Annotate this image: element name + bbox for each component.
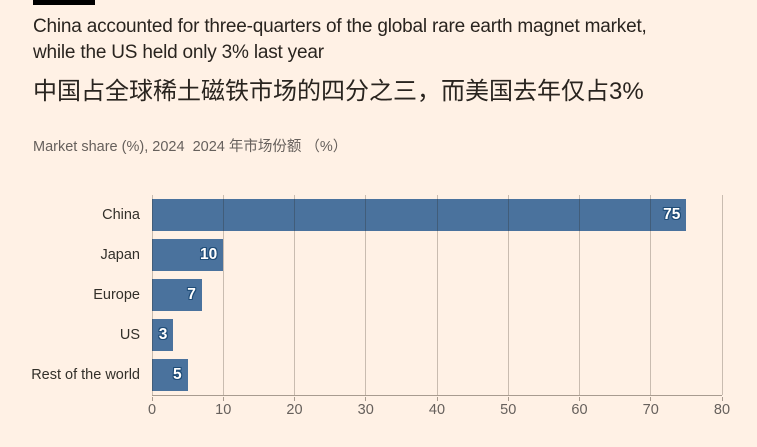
bar: 7 [152,279,202,311]
tick-mark [579,397,580,401]
grid-line [436,195,438,395]
tick-mark [294,397,295,401]
category-label: US [119,327,140,343]
tick-mark [721,397,723,401]
bar: 3 [152,319,174,351]
bar-value-label: 75 [663,206,681,223]
accent-bar [33,0,95,5]
plot-area: 75 10 7 3 5 [151,195,723,396]
tick-label: 30 [357,402,374,418]
tick-mark [650,397,652,401]
tick-label: 80 [713,402,731,418]
tick-mark [436,397,438,401]
grid-line [151,195,153,395]
title-line-1: China accounted for three-quarters of th… [33,16,647,37]
category-label: Japan [100,247,140,263]
grid-line [507,195,509,395]
category-label: Rest of the world [31,367,140,383]
tick-label: 50 [500,402,517,418]
bar: 5 [152,359,188,391]
tick-mark [365,397,367,401]
bar: 10 [152,239,224,271]
bar-value-label: 5 [173,366,182,383]
title-line-2: while the US held only 3% last year [33,42,324,63]
category-label: China [102,207,140,223]
grid-line [365,195,367,395]
grid-line [721,195,723,395]
grid-line [294,195,295,395]
chart-subtitle: Market share (%), 2024 2024 年市场份额 （%） [33,139,348,155]
tick-label: 10 [215,402,232,418]
bar-value-label: 3 [158,326,168,343]
tick-label: 60 [571,402,588,418]
bar-value-label: 7 [187,286,196,303]
tick-mark [222,397,224,401]
tick-mark [151,397,153,401]
chart-title-chinese: 中国占全球稀土磁铁市场的四分之三，而美国去年仅占3% [33,78,644,105]
bar-value-label: 10 [200,246,218,263]
grid-line [222,195,224,395]
category-label: Europe [93,287,140,303]
bar: 75 [152,199,687,231]
tick-label: 70 [642,402,659,418]
tick-label: 40 [428,402,446,418]
grid-line [579,195,580,395]
bar-chart: 75 10 7 3 5 China Japan Europe US Rest of the wo… [0,195,757,430]
tick-label: 20 [286,402,303,418]
tick-label: 0 [147,402,157,418]
tick-mark [507,397,509,401]
chart-title-english: China accounted for three-quarters of th… [33,14,647,66]
grid-line [650,195,652,395]
